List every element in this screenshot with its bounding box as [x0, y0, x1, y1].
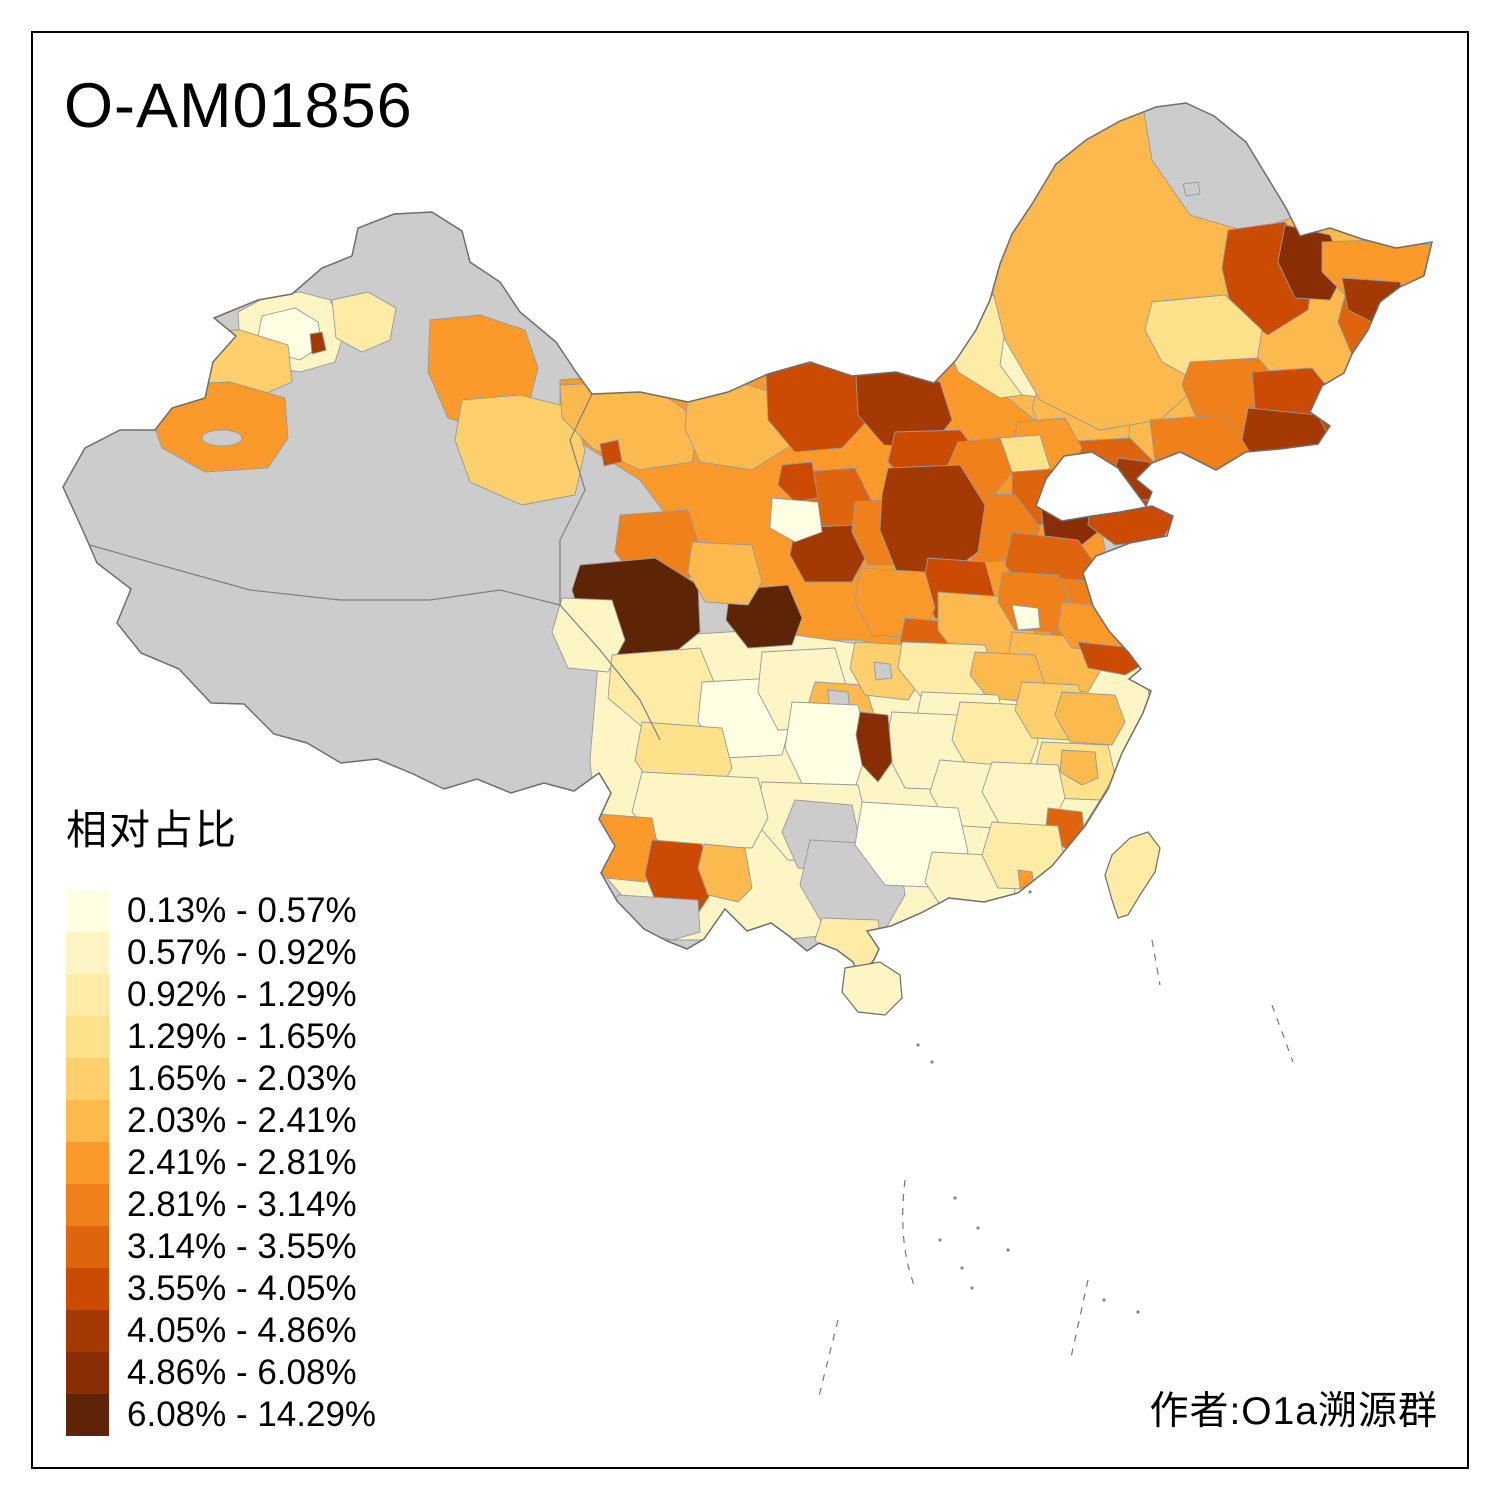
- legend-swatch: [66, 1394, 109, 1436]
- map-region: [684, 383, 793, 471]
- plot-frame: [31, 31, 1469, 1469]
- legend-label: 2.03% - 2.41%: [127, 1101, 357, 1140]
- legend-row: 0.92% - 1.29%: [66, 974, 376, 1016]
- legend-swatch: [66, 1058, 109, 1100]
- legend-swatch: [66, 1352, 109, 1394]
- map-region: [309, 331, 327, 355]
- legend-label: 6.08% - 14.29%: [127, 1395, 377, 1434]
- map-region: [687, 541, 763, 606]
- map-region: [599, 439, 623, 467]
- legend-swatch: [66, 890, 109, 932]
- legend-row: 4.86% - 6.08%: [66, 1352, 376, 1394]
- legend-row: 2.81% - 3.14%: [66, 1184, 376, 1226]
- legend-label: 1.65% - 2.03%: [127, 1059, 357, 1098]
- legend-label: 1.29% - 1.65%: [127, 1017, 357, 1056]
- legend-row: 6.08% - 14.29%: [66, 1394, 376, 1436]
- legend-rows: 0.13% - 0.57% 0.57% - 0.92% 0.92% - 1.29% 1…: [66, 890, 376, 1436]
- credit-text: 作者:O1a溯源群: [1149, 1390, 1438, 1433]
- legend-row: 0.13% - 0.57%: [66, 890, 376, 932]
- prefecture-regions: [149, 103, 1432, 969]
- legend-swatch: [66, 1184, 109, 1226]
- legend-swatch: [66, 1016, 109, 1058]
- sea-boundary-dashes: [818, 939, 1294, 1397]
- legend-label: 2.41% - 2.81%: [127, 1143, 357, 1182]
- legend-row: 3.55% - 4.05%: [66, 1268, 376, 1310]
- legend-label: 0.13% - 0.57%: [127, 891, 357, 930]
- legend-title: 相对占比: [66, 807, 238, 853]
- map-region: [777, 461, 819, 503]
- legend-label: 4.86% - 6.08%: [127, 1353, 357, 1392]
- legend-row: 1.29% - 1.65%: [66, 1016, 376, 1058]
- legend-row: 4.05% - 4.86%: [66, 1310, 376, 1352]
- legend-swatch: [66, 1268, 109, 1310]
- page-title: O-AM01856: [64, 71, 413, 141]
- legend-label: 4.05% - 4.86%: [127, 1311, 357, 1350]
- taiwan-island: [1104, 831, 1161, 919]
- map-region: [1182, 181, 1201, 197]
- map-region: [1054, 691, 1126, 746]
- legend-row: 1.65% - 2.03%: [66, 1058, 376, 1100]
- map-region: [769, 497, 823, 543]
- map-region: [789, 524, 866, 583]
- legend-label: 3.55% - 4.05%: [127, 1269, 357, 1308]
- map-region: [697, 843, 753, 903]
- legend-row: 2.41% - 2.81%: [66, 1142, 376, 1184]
- province-boundaries: [89, 393, 661, 741]
- map-region: [1059, 749, 1099, 786]
- legend-label: 2.81% - 3.14%: [127, 1185, 357, 1224]
- legend-label: 3.14% - 3.55%: [127, 1227, 357, 1266]
- map-region: [331, 291, 397, 353]
- map-region: [855, 711, 893, 783]
- map-region: [873, 661, 893, 681]
- legend-label: 0.57% - 0.92%: [127, 933, 357, 972]
- legend-row: 2.03% - 2.41%: [66, 1100, 376, 1142]
- legend-swatch: [66, 974, 109, 1016]
- legend-label: 0.92% - 1.29%: [127, 975, 357, 1014]
- legend-swatch: [66, 1142, 109, 1184]
- legend-swatch: [66, 1226, 109, 1268]
- mainland-outline: [62, 102, 1433, 992]
- legend-swatch: [66, 932, 109, 974]
- sea-islets: [916, 890, 1207, 1400]
- hainan-island: [841, 961, 903, 1016]
- map-region: [454, 394, 586, 506]
- map-region: [631, 771, 769, 849]
- legend-row: 3.14% - 3.55%: [66, 1226, 376, 1268]
- legend-swatch: [66, 1310, 109, 1352]
- legend-swatch: [66, 1100, 109, 1142]
- legend: 相对占比 0.13% - 0.57% 0.57% - 0.92% 0.92% - 1…: [66, 796, 376, 1436]
- map-region: [1011, 604, 1041, 631]
- legend-row: 0.57% - 0.92%: [66, 932, 376, 974]
- map-region: [201, 429, 243, 447]
